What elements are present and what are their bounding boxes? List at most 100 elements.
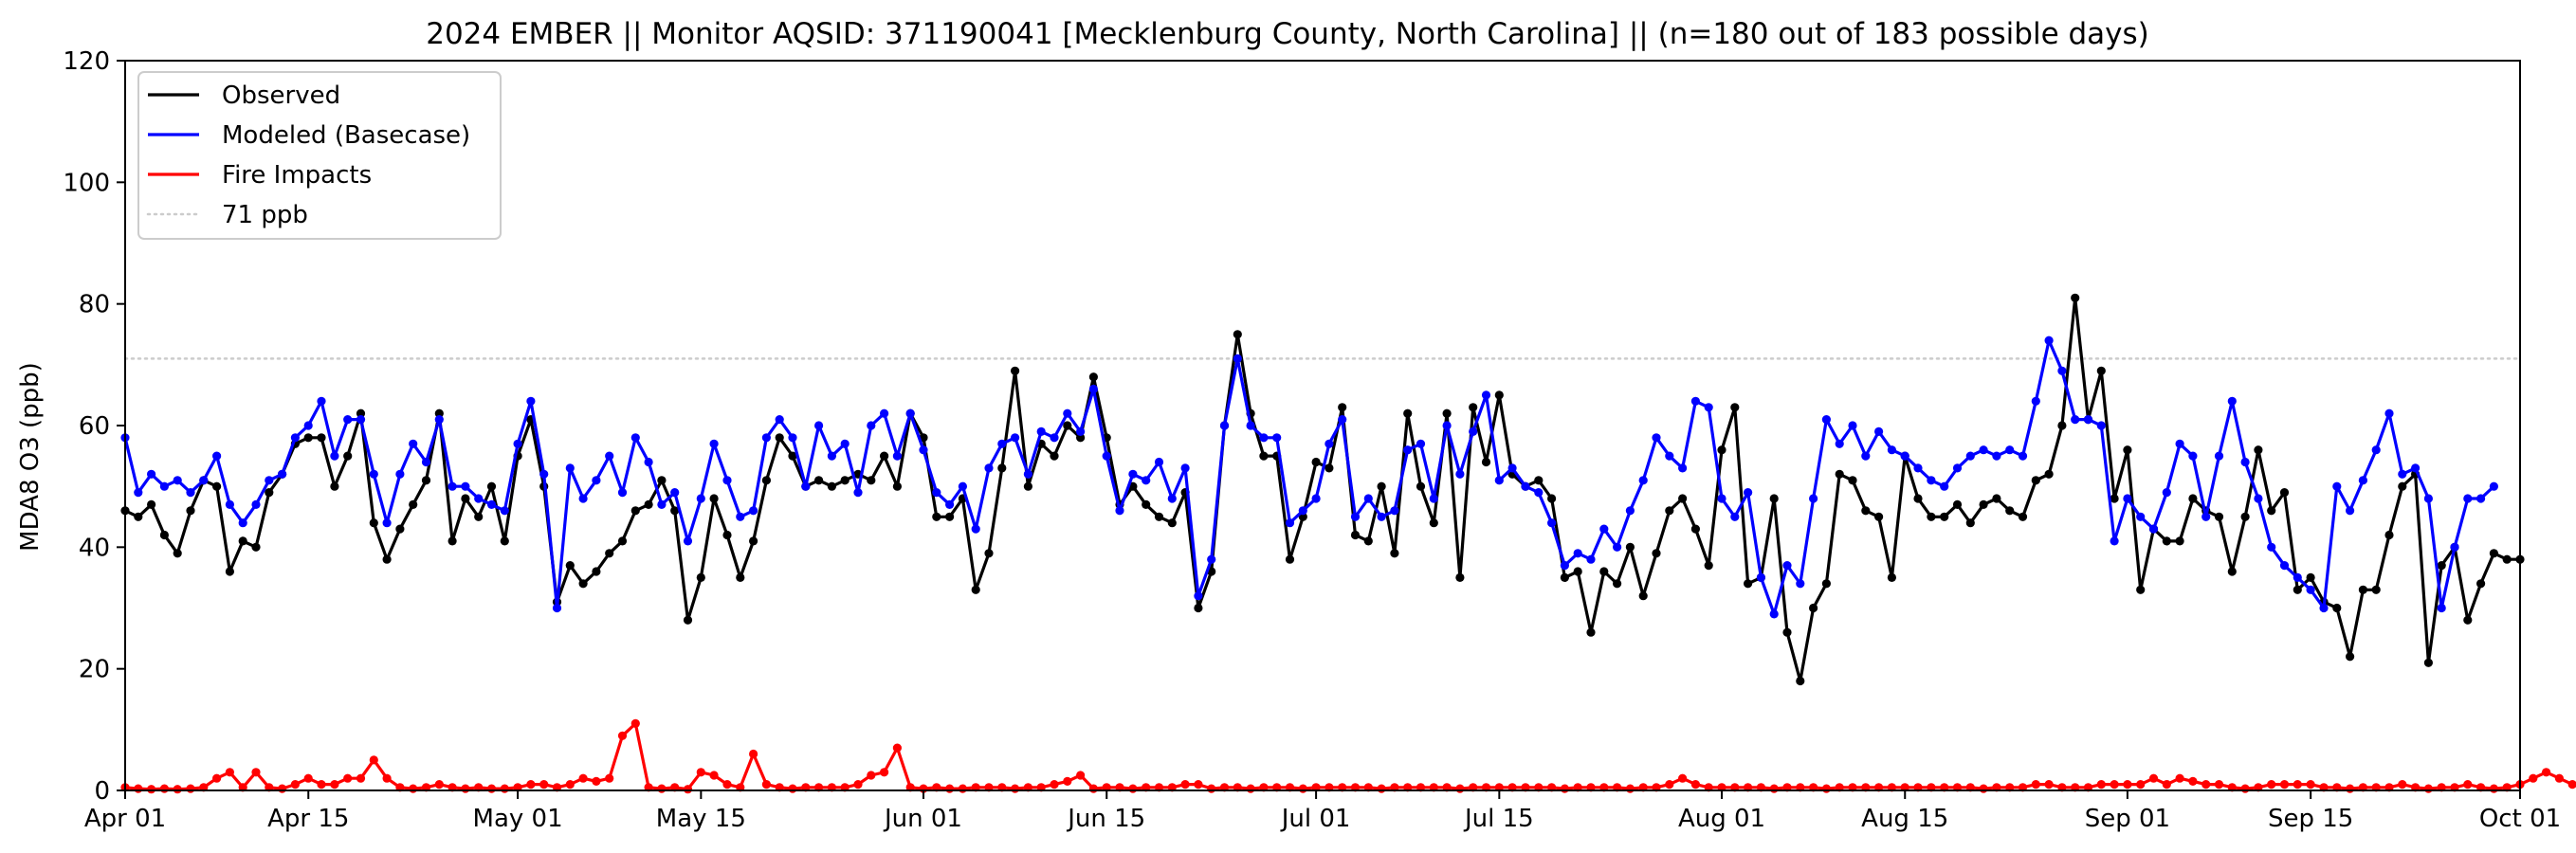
series-0-point-148 (2057, 421, 2067, 430)
series-1-point-151 (2096, 421, 2106, 430)
series-2-point-63 (945, 784, 955, 793)
series-1-point-125 (1756, 572, 1765, 583)
series-1-point-4 (173, 476, 182, 485)
series-1-point-2 (147, 469, 156, 479)
series-1-point-30 (513, 439, 522, 448)
series-1-point-3 (159, 481, 169, 491)
series-1-point-131 (1835, 439, 1844, 448)
series-0-point-40 (644, 499, 653, 510)
series-1-point-135 (1887, 445, 1896, 455)
series-1-point-148 (2057, 366, 2067, 375)
series-2-point-24 (434, 780, 444, 789)
series-1-point-119 (1678, 463, 1688, 473)
series-0-point-138 (1927, 512, 1936, 521)
series-2-point-156 (2162, 780, 2171, 789)
series-1-point-23 (421, 457, 431, 467)
series-2-point-160 (2214, 780, 2224, 789)
series-1-point-1 (134, 488, 143, 498)
series-1-point-143 (1992, 451, 2001, 461)
series-1-point-114 (1613, 542, 1622, 552)
series-2-point-142 (1979, 784, 1988, 793)
series-0-point-174 (2398, 481, 2407, 491)
series-1-point-6 (199, 476, 209, 485)
series-0-point-132 (1848, 476, 1857, 485)
series-0-point-176 (2423, 658, 2433, 667)
series-1-point-86 (1246, 421, 1255, 430)
series-0-point-166 (2293, 585, 2302, 594)
series-0-point-105 (1494, 390, 1504, 400)
series-2-point-77 (1128, 784, 1138, 793)
legend-box (137, 71, 502, 240)
series-1-point-138 (1927, 476, 1936, 485)
series-1-point-157 (2175, 439, 2184, 448)
series-1-point-36 (592, 476, 601, 485)
series-2-point-164 (2267, 780, 2276, 789)
x-tick-label: May 15 (656, 805, 746, 833)
series-2-point-7 (212, 773, 222, 783)
series-1-point-83 (1207, 554, 1216, 564)
series-1-point-102 (1455, 469, 1465, 479)
series-0-point-108 (1534, 476, 1544, 485)
x-tick-label: Jul 15 (1463, 805, 1534, 833)
series-0-point-140 (1952, 499, 1963, 510)
series-0-point-36 (592, 567, 601, 576)
series-1-point-146 (2031, 396, 2040, 406)
series-1-point-150 (2083, 415, 2093, 425)
series-1-point-176 (2423, 494, 2433, 503)
series-0-point-127 (1782, 627, 1792, 637)
series-2-point-34 (565, 780, 575, 789)
series-1-point-127 (1782, 561, 1792, 571)
series-0-point-169 (2332, 603, 2342, 613)
series-1-point-57 (867, 421, 876, 430)
series-1-point-96 (1377, 512, 1386, 521)
series-0-point-173 (2384, 530, 2394, 540)
series-0-point-167 (2306, 572, 2315, 583)
series-0-point-21 (395, 524, 405, 534)
series-2-point-15 (317, 780, 326, 789)
series-0-point-37 (605, 549, 614, 558)
series-0-point-126 (1769, 494, 1779, 503)
series-1-point-126 (1769, 609, 1779, 619)
series-2-point-37 (605, 773, 614, 783)
legend-label: 71 ppb (222, 201, 308, 229)
series-1-point-115 (1625, 506, 1635, 516)
series-1-point-78 (1142, 476, 1151, 485)
series-0-point-22 (409, 499, 418, 510)
series-1-point-81 (1180, 463, 1190, 473)
series-2-point-155 (2148, 773, 2159, 783)
series-1-point-145 (2018, 451, 2028, 461)
series-1-point-66 (984, 463, 994, 473)
series-1-point-140 (1952, 463, 1963, 473)
series-1-point-9 (238, 518, 247, 528)
series-0-point-15 (317, 433, 326, 443)
series-2-point-86 (1246, 784, 1255, 793)
series-1-point-44 (696, 494, 705, 503)
series-0-point-137 (1913, 494, 1923, 503)
series-0-point-51 (788, 451, 797, 461)
series-2-point-26 (461, 784, 470, 793)
series-0-point-65 (971, 585, 980, 594)
series-2-point-44 (696, 768, 705, 777)
series-1-point-16 (330, 451, 339, 461)
series-0-point-67 (997, 463, 1007, 473)
series-0-point-38 (617, 536, 628, 546)
series-1-point-149 (2071, 415, 2080, 425)
x-tick-label: Aug 01 (1678, 805, 1765, 833)
series-1-point-25 (448, 481, 457, 491)
series-2-point-14 (303, 773, 313, 783)
series-2-point-185 (2542, 768, 2551, 777)
series-1-point-73 (1076, 426, 1086, 436)
y-tick-label: 100 (63, 169, 110, 197)
y-tick-label: 80 (79, 291, 110, 319)
series-1-point-159 (2201, 512, 2211, 521)
series-2-point-2 (147, 785, 156, 794)
series-2-point-165 (2279, 780, 2290, 789)
series-0-point-129 (1809, 603, 1818, 613)
series-0-point-34 (565, 561, 575, 571)
series-1-point-169 (2332, 481, 2342, 491)
series-2-point-19 (369, 755, 378, 765)
series-1-point-71 (1050, 433, 1059, 443)
series-0-point-180 (2476, 579, 2486, 589)
series-0-point-14 (303, 433, 313, 443)
series-0-point-158 (2188, 494, 2198, 503)
